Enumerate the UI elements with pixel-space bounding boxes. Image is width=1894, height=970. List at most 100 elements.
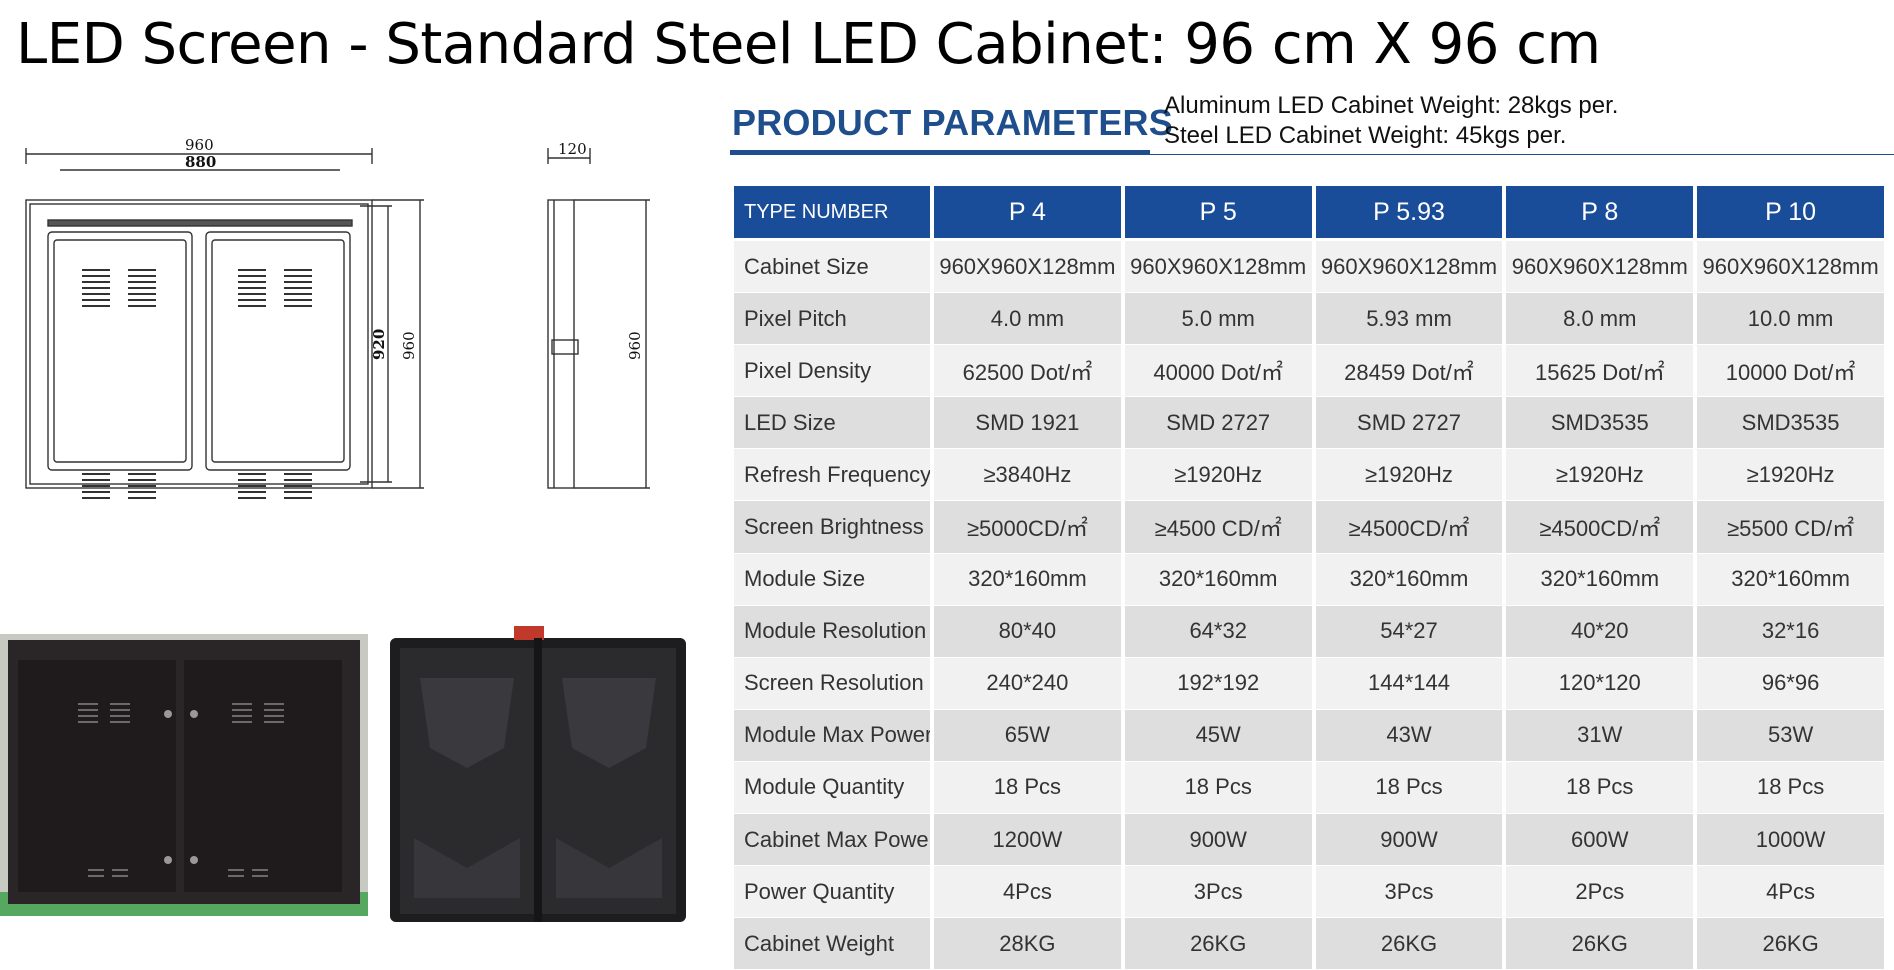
table-cell: ≥3840Hz — [934, 449, 1121, 502]
table-row: Module Max Power 65W 45W 43W 31W 53W — [734, 709, 1884, 762]
product-parameters-title: PRODUCT PARAMETERS — [732, 102, 1173, 143]
table-header-row: TYPE NUMBER P 4 P 5 P 5.93 P 8 P 10 — [734, 186, 1884, 241]
table-cell: 26KG — [1506, 918, 1694, 970]
table-row: Module Quantity 18 Pcs 18 Pcs 18 Pcs 18 Pcs 1… — [734, 761, 1884, 815]
specification-table: TYPE NUMBER P 4 P 5 P 5.93 P 8 P 10 Cabi… — [730, 186, 1888, 970]
table-cell: 26KG — [1697, 918, 1884, 970]
col-p4: P 4 — [934, 186, 1121, 241]
row-label: Pixel Pitch — [734, 293, 930, 346]
table-cell: 2Pcs — [1506, 866, 1694, 919]
table-row: Cabinet Weight 28KG 26KG 26KG 26KG 26KG — [734, 918, 1884, 970]
table-row: LED Size SMD 1921 SMD 2727 SMD 2727 SMD3535 S… — [734, 397, 1884, 450]
steel-cabinet-front-photo — [0, 634, 368, 916]
table-row: Refresh Frequency ≥3840Hz ≥1920Hz ≥1920Hz ≥1… — [734, 449, 1884, 502]
table-row: Cabinet Max Power 1200W 900W 900W 600W 1000W — [734, 814, 1884, 867]
table-cell: 192*192 — [1124, 657, 1312, 710]
table-cell: 53W — [1697, 709, 1884, 762]
table-cell: 4Pcs — [1697, 866, 1884, 919]
table-cell: 144*144 — [1315, 657, 1503, 710]
table-cell: 8.0 mm — [1506, 293, 1694, 346]
row-label: Cabinet Max Power — [734, 814, 930, 867]
heading-underline — [730, 150, 1150, 155]
table-cell: 26KG — [1315, 918, 1503, 970]
table-cell: 64*32 — [1124, 605, 1312, 658]
table-cell: 5.93 mm — [1315, 293, 1503, 346]
table-row: Screen Brightness ≥5000CD/㎡ ≥4500 CD/㎡ ≥450… — [734, 501, 1884, 554]
dim-side-depth: 120 — [558, 140, 587, 158]
table-cell: SMD 1921 — [934, 397, 1121, 450]
table-cell: 18 Pcs — [1124, 761, 1312, 815]
table-cell: 3Pcs — [1124, 866, 1312, 919]
table-cell: 54*27 — [1315, 605, 1503, 658]
table-cell: 3Pcs — [1315, 866, 1503, 919]
steel-weight-note: Steel LED Cabinet Weight: 45kgs per. — [1164, 122, 1567, 149]
dim-front-outer-width: 960 — [185, 136, 214, 154]
table-cell: 15625 Dot/㎡ — [1506, 345, 1694, 398]
table-cell: 10000 Dot/㎡ — [1697, 345, 1884, 398]
table-row: Screen Resolution 240*240 192*192 144*144 12… — [734, 657, 1884, 710]
table-cell: 960X960X128mm — [1506, 241, 1694, 294]
table-row: Power Quantity 4Pcs 3Pcs 3Pcs 2Pcs 4Pcs — [734, 866, 1884, 919]
row-label: Screen Resolution — [734, 657, 930, 710]
table-cell: 28459 Dot/㎡ — [1315, 345, 1503, 398]
table-cell: ≥1920Hz — [1697, 449, 1884, 502]
table-cell: ≥5000CD/㎡ — [934, 501, 1121, 554]
table-cell: ≥5500 CD/㎡ — [1697, 501, 1884, 554]
table-cell: 40*20 — [1506, 605, 1694, 658]
row-label: Screen Brightness — [734, 501, 930, 554]
table-cell: 62500 Dot/㎡ — [934, 345, 1121, 398]
table-row: Pixel Pitch 4.0 mm 5.0 mm 5.93 mm 8.0 mm 10.0… — [734, 293, 1884, 346]
table-cell: 80*40 — [934, 605, 1121, 658]
table-cell: ≥1920Hz — [1315, 449, 1503, 502]
table-cell: 240*240 — [934, 657, 1121, 710]
table-cell: 1200W — [934, 814, 1121, 867]
table-cell: SMD 2727 — [1124, 397, 1312, 450]
row-label: Cabinet Weight — [734, 918, 930, 970]
col-p8: P 8 — [1506, 186, 1694, 241]
row-label: LED Size — [734, 397, 930, 450]
row-label: Module Resolution — [734, 605, 930, 658]
heading-rule — [1150, 154, 1894, 155]
table-cell: 40000 Dot/㎡ — [1124, 345, 1312, 398]
table-cell: 96*96 — [1697, 657, 1884, 710]
table-cell: 10.0 mm — [1697, 293, 1884, 346]
product-parameters-header: PRODUCT PARAMETERS Aluminum LED Cabinet … — [730, 88, 1894, 160]
table-cell: 120*120 — [1506, 657, 1694, 710]
table-cell: 320*160mm — [1506, 553, 1694, 606]
table-cell: 320*160mm — [934, 553, 1121, 606]
table-cell: ≥4500CD/㎡ — [1315, 501, 1503, 554]
dim-front-inner-width: 880 — [185, 153, 216, 171]
table-cell: SMD 2727 — [1315, 397, 1503, 450]
table-cell: 18 Pcs — [1697, 761, 1884, 815]
table-cell: ≥1920Hz — [1506, 449, 1694, 502]
table-cell: 4.0 mm — [934, 293, 1121, 346]
page-title: LED Screen - Standard Steel LED Cabinet:… — [16, 12, 1601, 77]
table-cell: 320*160mm — [1315, 553, 1503, 606]
table-cell: 900W — [1124, 814, 1312, 867]
table-cell: 32*16 — [1697, 605, 1884, 658]
col-p593: P 5.93 — [1315, 186, 1503, 241]
dim-front-outer-height: 960 — [400, 331, 418, 360]
cabinet-back-photo — [384, 618, 692, 936]
table-cell: ≥4500CD/㎡ — [1506, 501, 1694, 554]
table-row: Module Size 320*160mm 320*160mm 320*160mm 32… — [734, 553, 1884, 606]
table-cell: 18 Pcs — [1506, 761, 1694, 815]
table-cell: 1000W — [1697, 814, 1884, 867]
table-cell: 18 Pcs — [1315, 761, 1503, 815]
table-cell: 28KG — [934, 918, 1121, 970]
dim-side-height: 960 — [626, 331, 644, 360]
row-label: Module Size — [734, 553, 930, 606]
table-cell: 45W — [1124, 709, 1312, 762]
table-cell: 960X960X128mm — [934, 241, 1121, 294]
row-label: Pixel Density — [734, 345, 930, 398]
col-type-number: TYPE NUMBER — [734, 186, 930, 241]
table-cell: ≥1920Hz — [1124, 449, 1312, 502]
table-cell: 43W — [1315, 709, 1503, 762]
table-cell: SMD3535 — [1506, 397, 1694, 450]
table-cell: 960X960X128mm — [1697, 241, 1884, 294]
cabinet-technical-drawing: 960 880 120 920 960 960 — [25, 136, 650, 499]
table-cell: 65W — [934, 709, 1121, 762]
table-cell: 600W — [1506, 814, 1694, 867]
table-cell: 900W — [1315, 814, 1503, 867]
table-cell: 320*160mm — [1697, 553, 1884, 606]
